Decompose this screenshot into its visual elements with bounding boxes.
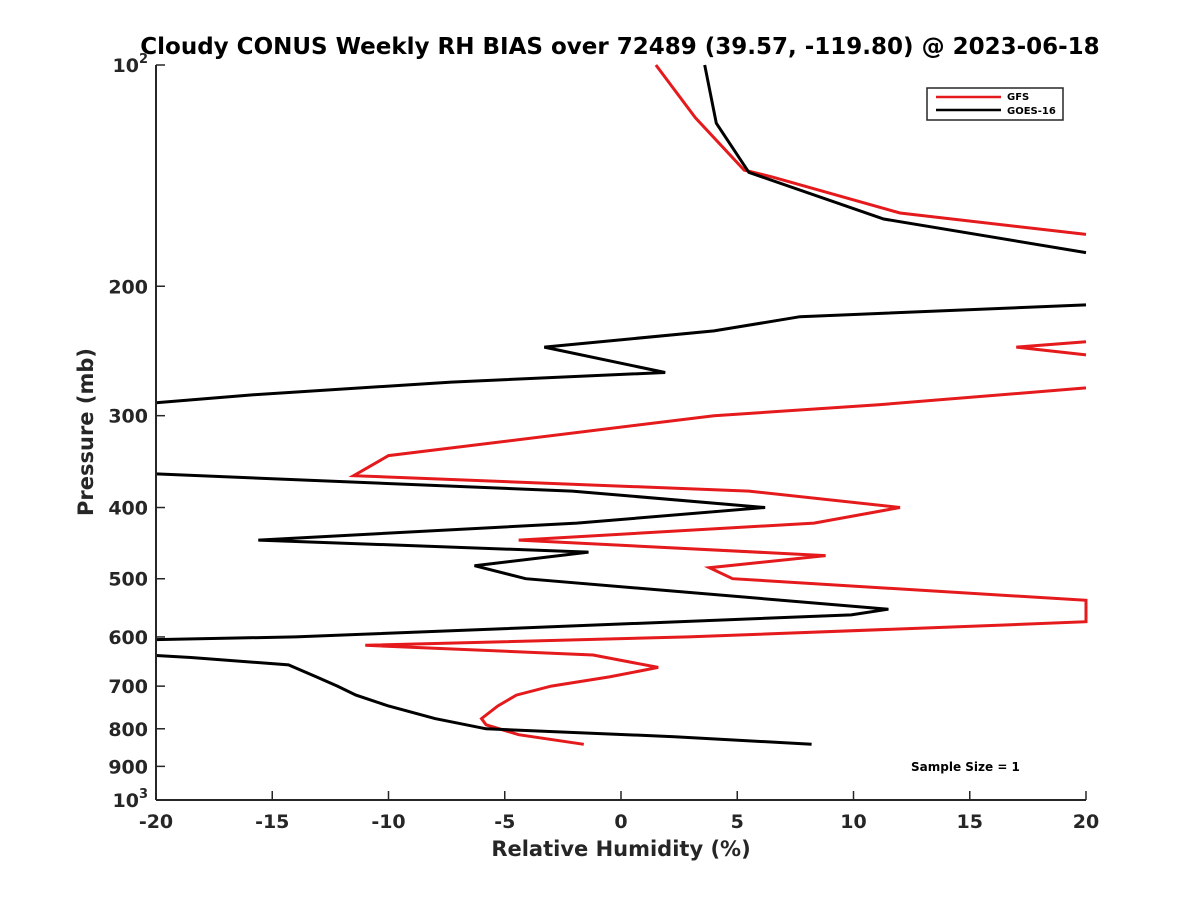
x-tick-label: -20	[139, 811, 173, 833]
x-ticks: -20 -15 -10 -5 0 5 10 15 20	[139, 791, 1099, 833]
legend-box	[926, 87, 1064, 121]
y-tick-label: 400	[108, 498, 148, 520]
x-tick-label: -5	[494, 811, 515, 833]
series-line-goes-16	[155, 64, 1087, 746]
chart-title: Cloudy CONUS Weekly RH BIAS over 72489 (…	[140, 34, 1099, 60]
x-tick-label: -10	[371, 811, 405, 833]
x-tick-label: 0	[614, 811, 627, 833]
legend-label-gfs: GFS	[1007, 92, 1029, 103]
plot-area	[156, 65, 1086, 800]
y-tick-label: 102	[113, 52, 149, 77]
series-line-gfs	[348, 64, 1088, 746]
x-tick-label: 20	[1073, 811, 1099, 833]
x-tick-label: -15	[255, 811, 289, 833]
series-layer	[155, 64, 1088, 746]
sample-size-annotation: Sample Size = 1	[911, 760, 1020, 774]
x-tick-label: 15	[957, 811, 983, 833]
legend: GFS GOES-16	[926, 87, 1064, 121]
y-tick-label: 300	[108, 406, 148, 428]
y-axis-label: Pressure (mb)	[74, 348, 98, 516]
y-ticks: 102 200 300 400 500 600 700 800 900 103	[108, 52, 165, 812]
y-tick-label: 500	[108, 569, 148, 591]
y-tick-label: 800	[108, 719, 148, 741]
x-axis-label: Relative Humidity (%)	[491, 837, 750, 861]
y-tick-label: 200	[108, 276, 148, 298]
y-tick-label: 600	[108, 627, 148, 649]
x-tick-label: 10	[840, 811, 866, 833]
x-tick-label: 5	[731, 811, 744, 833]
y-tick-label: 900	[108, 756, 148, 778]
legend-label-goes16: GOES-16	[1007, 106, 1056, 117]
y-tick-label: 103	[113, 787, 149, 812]
y-tick-label: 700	[108, 676, 148, 698]
